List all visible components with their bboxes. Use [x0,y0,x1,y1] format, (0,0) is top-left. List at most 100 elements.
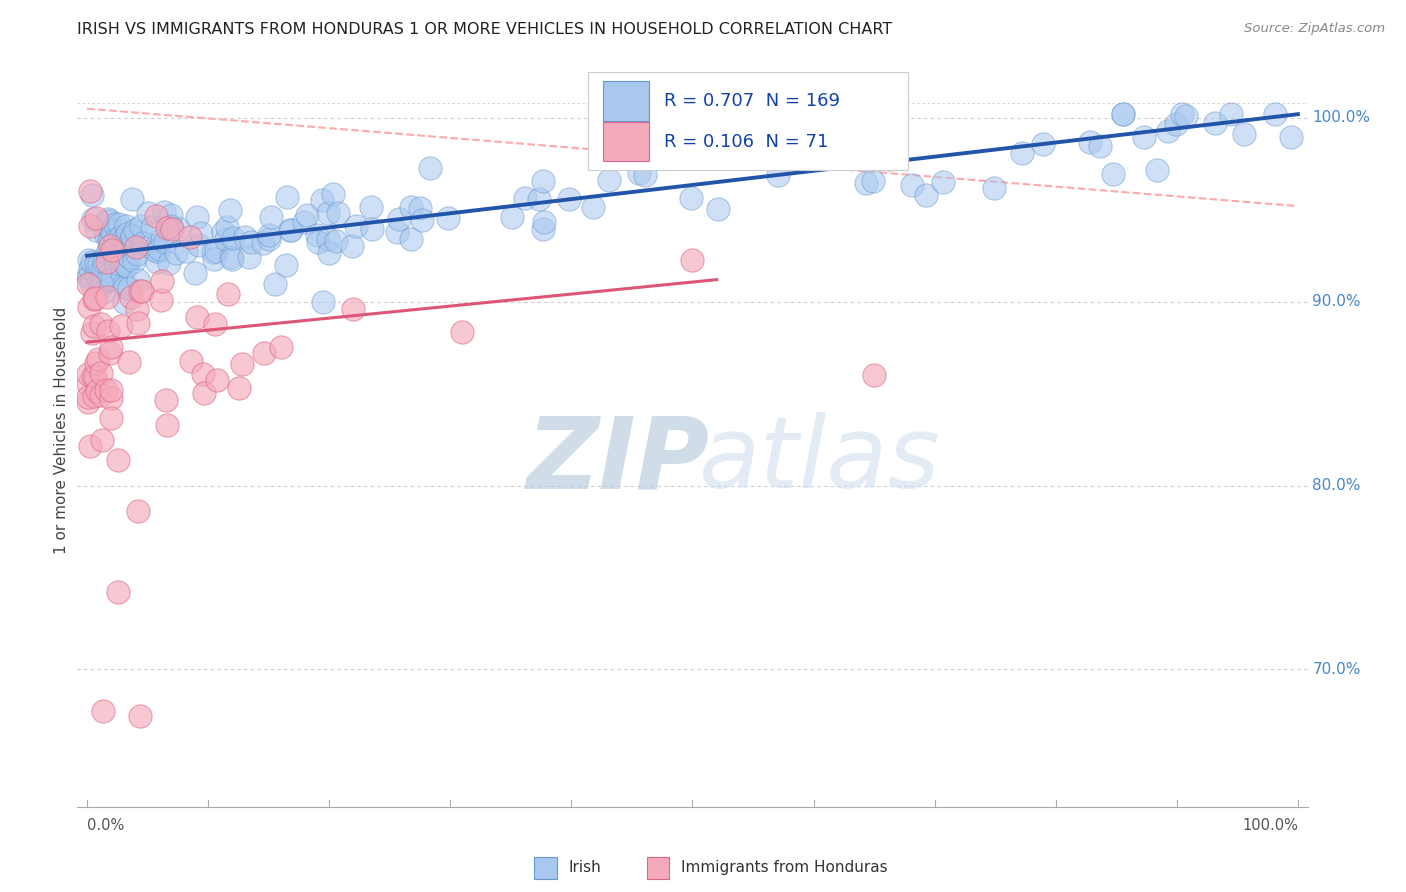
Point [388,211,411,226]
Point [90,280,112,294]
Point [146,244,169,259]
Point [159,208,181,222]
Point [127,273,149,287]
Point [326,206,349,220]
Point [77,395,100,409]
Point [103,225,125,239]
Point [1146,163,1168,178]
Point [125,301,148,316]
Point [1166,117,1188,131]
Point [1279,130,1302,145]
Point [1220,107,1243,121]
Point [409,201,432,215]
Text: Irish: Irish [568,861,600,875]
Point [93,255,115,269]
Point [157,256,180,270]
Text: ZIP: ZIP [526,412,710,509]
Point [115,219,138,233]
Point [419,161,441,176]
Point [582,200,605,214]
Point [1157,124,1180,138]
Point [96,290,118,304]
Point [80,255,103,269]
Point [167,222,190,236]
Point [1233,127,1256,141]
Point [399,232,422,246]
Point [205,244,228,258]
Point [86,384,108,398]
Point [121,238,143,252]
Point [98,239,121,253]
Point [707,202,730,217]
Point [150,231,173,245]
Point [97,273,120,287]
Point [239,235,262,250]
Point [292,215,315,229]
Point [80,326,103,340]
Point [342,301,364,316]
Point [80,188,103,202]
Point [82,369,104,384]
Point [110,230,132,244]
Point [105,256,128,270]
Point [97,214,120,228]
Point [89,275,111,289]
Point [77,277,100,291]
FancyBboxPatch shape [588,72,908,170]
Point [276,259,298,273]
Point [318,245,340,260]
Point [141,220,163,235]
Point [77,269,100,284]
Point [257,232,280,246]
Point [100,340,122,354]
Point [90,317,112,331]
Point [77,377,100,392]
Point [157,219,180,234]
Point [1204,116,1226,130]
Point [108,217,131,231]
Point [98,233,121,247]
Point [862,174,884,188]
Point [436,211,458,225]
Point [114,237,136,252]
Point [98,234,121,248]
Point [98,243,121,257]
Y-axis label: 1 or more Vehicles in Household: 1 or more Vehicles in Household [53,307,69,554]
Point [307,228,329,243]
Point [297,208,319,222]
Point [855,176,877,190]
Point [501,210,523,224]
Point [145,255,167,269]
Point [97,212,120,227]
Point [100,384,122,398]
Point [264,277,287,291]
Point [136,206,159,220]
Point [131,285,153,299]
Point [117,259,139,273]
Point [82,212,104,227]
Point [915,187,938,202]
Point [148,242,170,256]
Point [228,381,250,395]
Point [202,252,225,267]
Point [114,279,136,293]
Point [79,219,101,233]
Point [153,235,176,249]
FancyBboxPatch shape [603,122,650,161]
Point [127,247,149,261]
Point [83,291,105,305]
Point [1174,109,1197,123]
Point [104,247,127,261]
Point [270,340,292,354]
Point [278,223,301,237]
Point [529,192,551,206]
Point [94,228,117,243]
Point [96,254,118,268]
Point [101,244,124,258]
Point [252,235,274,250]
Point [98,345,121,359]
Point [794,151,817,165]
Point [1102,167,1125,181]
Point [121,289,143,303]
Point [983,181,1005,195]
